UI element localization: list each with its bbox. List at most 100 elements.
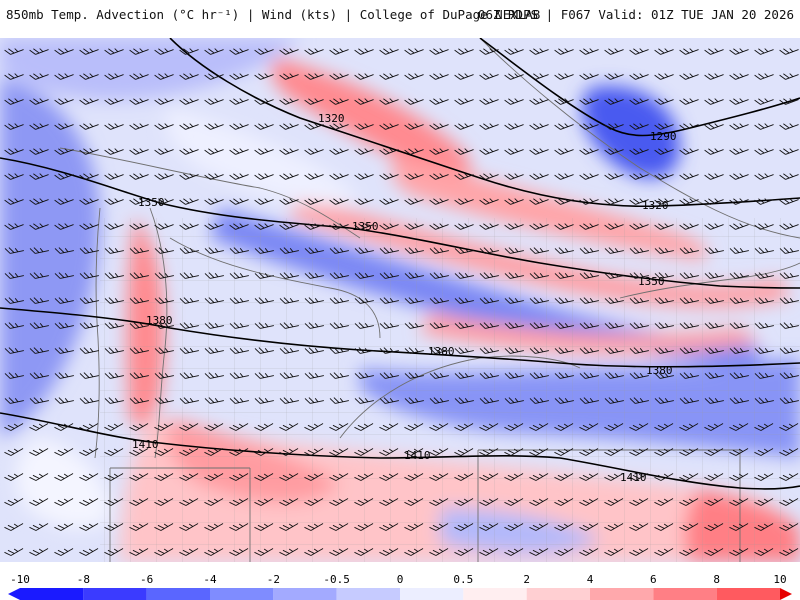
wind-barb (404, 223, 424, 230)
wind-barb (4, 322, 24, 329)
wind-barb (229, 423, 249, 431)
wind-barb (379, 123, 399, 130)
wind-barb (4, 73, 24, 80)
wind-barb (79, 498, 99, 506)
wind-barb (329, 198, 349, 205)
wind-barb (54, 423, 74, 431)
wind-barb (704, 548, 724, 556)
wind-barb (54, 322, 74, 329)
wind-barb (4, 297, 24, 304)
wind-barb (254, 48, 274, 55)
wind-barb (554, 223, 574, 230)
wind-barb (704, 123, 724, 130)
wind-barb (354, 173, 374, 180)
wind-barb (654, 322, 674, 329)
wind-barb (504, 548, 524, 556)
wind-barb (754, 372, 774, 379)
colorbar-tick-label: -10 (10, 573, 30, 586)
colorbar-box (336, 588, 400, 600)
wind-barb (4, 198, 24, 205)
wind-barb (154, 423, 174, 431)
wind-barb (129, 548, 149, 556)
wind-barb (779, 397, 799, 404)
wind-barb (429, 48, 449, 55)
wind-barb (279, 98, 299, 105)
wind-barb (129, 297, 149, 304)
wind-barb (404, 148, 424, 155)
wind-barb (354, 473, 374, 481)
colorbar: -10 -8 -6 -4 -2 -0.5 0 0.5 2 4 6 8 10 (8, 573, 792, 600)
wind-barb (204, 397, 224, 404)
wind-barb (229, 297, 249, 304)
wind-barb (679, 347, 699, 354)
wind-barb (379, 247, 399, 254)
wind-barb (154, 397, 174, 404)
wind-barb (704, 523, 724, 531)
wind-barb (454, 297, 474, 304)
wind-barb (4, 123, 24, 130)
wind-barb (579, 247, 599, 254)
wind-barb (429, 247, 449, 254)
wind-barb (29, 397, 49, 404)
wind-barb (554, 423, 574, 431)
wind-barb (679, 123, 699, 130)
wind-barb (229, 448, 249, 456)
wind-barb (704, 347, 724, 354)
wind-barb (729, 247, 749, 254)
wind-barb (54, 123, 74, 130)
wind-barb (54, 272, 74, 279)
wind-barb (54, 297, 74, 304)
wind-barb (279, 48, 299, 55)
wind-barb (654, 397, 674, 404)
wind-barb (654, 448, 674, 456)
wind-barb (254, 448, 274, 456)
wind-barb (454, 272, 474, 279)
wind-barb (79, 272, 99, 279)
map-title: 850mb Temp. Advection (°C hr⁻¹) | Wind (… (6, 7, 541, 22)
wind-barb (304, 397, 324, 404)
wind-barb (479, 48, 499, 55)
wind-barb (304, 297, 324, 304)
wind-barb (579, 473, 599, 481)
colorbar-tick-label: 4 (587, 573, 594, 586)
wind-barb (454, 473, 474, 481)
wind-barb (579, 297, 599, 304)
wind-barb (554, 473, 574, 481)
wind-barb (654, 98, 674, 105)
colorbar-box (716, 588, 780, 600)
wind-barb (104, 247, 124, 254)
wind-barb (54, 548, 74, 556)
wind-barb (604, 397, 624, 404)
contour-label-1350-east: 1350 (638, 275, 665, 288)
wind-barb (104, 297, 124, 304)
wind-barb (254, 423, 274, 431)
wind-barb (629, 548, 649, 556)
wind-barb (104, 148, 124, 155)
wind-barb (304, 98, 324, 105)
wind-barb (554, 73, 574, 80)
wind-barb (529, 372, 549, 379)
wind-barb (479, 247, 499, 254)
wind-barb (54, 173, 74, 180)
wind-barb (779, 223, 799, 230)
wind-barb (254, 173, 274, 180)
wind-barb (279, 423, 299, 431)
wind-barb (754, 322, 774, 329)
wind-barb (779, 297, 799, 304)
wind-barb (554, 98, 574, 105)
wind-barb (504, 272, 524, 279)
wind-barb (204, 98, 224, 105)
wind-barb (479, 322, 499, 329)
colorbar-tick-label: 0.5 (453, 573, 473, 586)
wind-barb (654, 48, 674, 55)
wind-barb (154, 223, 174, 230)
wind-barb (429, 322, 449, 329)
wind-barb (579, 322, 599, 329)
wind-barb (579, 372, 599, 379)
wind-barb (54, 397, 74, 404)
wind-barb (654, 423, 674, 431)
wind-barb (654, 198, 674, 205)
wind-barb (654, 247, 674, 254)
wind-barb (79, 48, 99, 55)
wind-barb (329, 347, 349, 354)
